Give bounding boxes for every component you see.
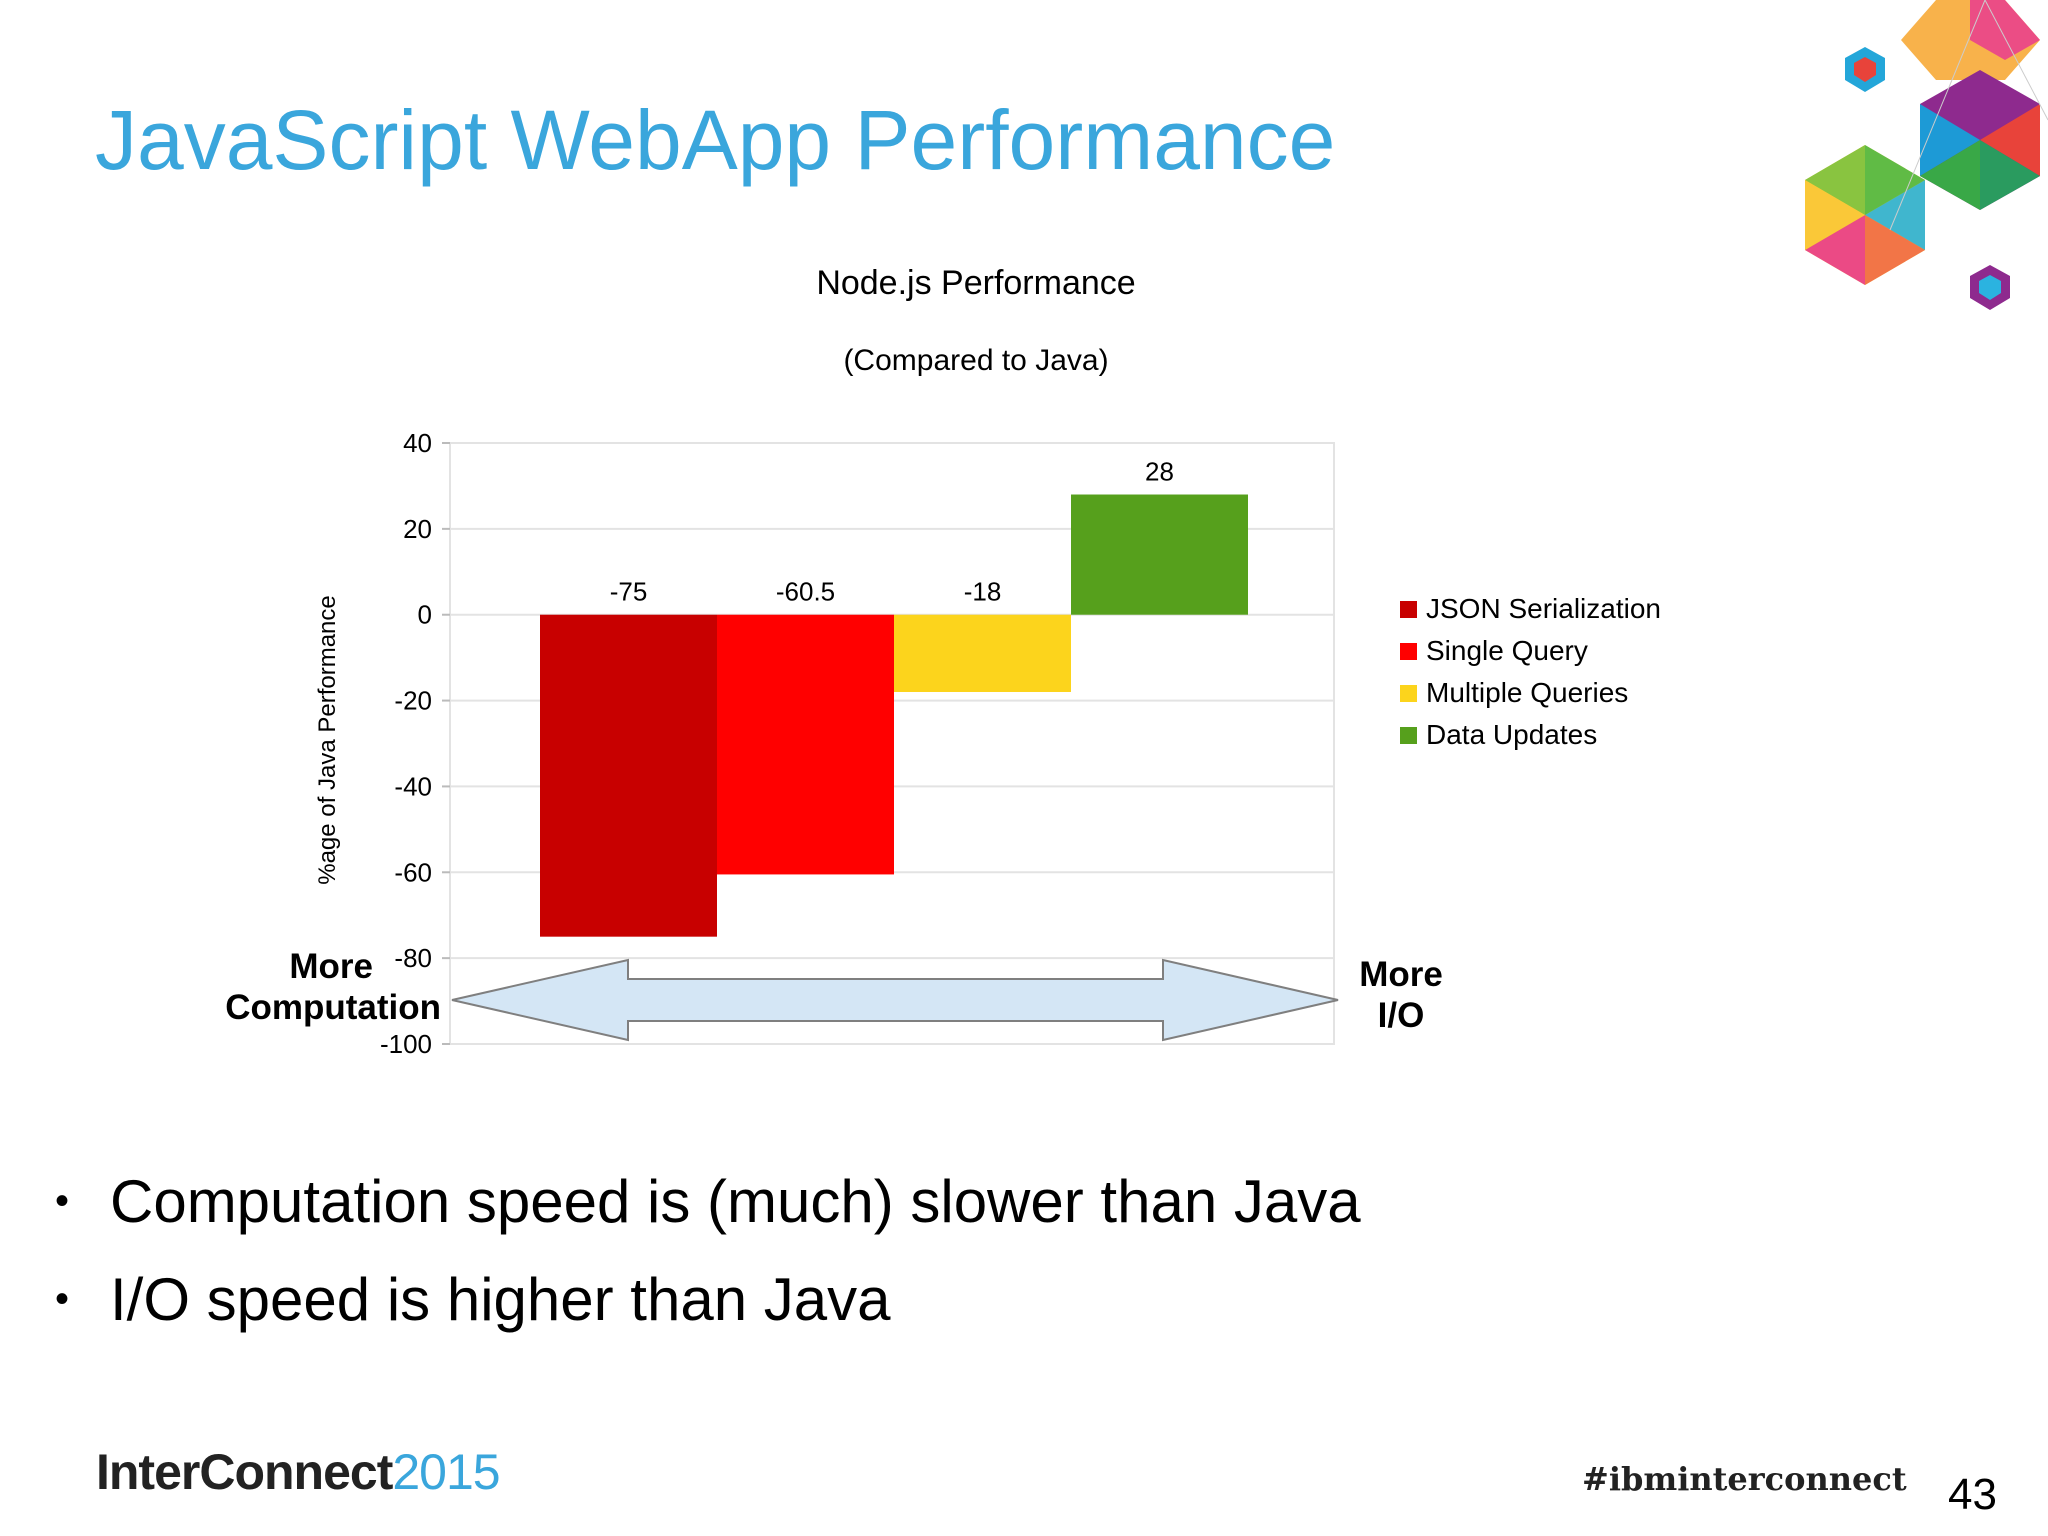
legend-swatch (1400, 726, 1417, 744)
legend-label: Multiple Queries (1426, 677, 1629, 708)
page-number: 43 (1948, 1470, 1997, 1519)
bullet-text: I/O speed is higher than Java (110, 1265, 891, 1333)
footer-brand: InterConnect2015 (96, 1443, 501, 1501)
data-label: 28 (1145, 457, 1174, 487)
chart-title: Node.js Performance (816, 264, 1136, 302)
y-tick-label: -40 (394, 771, 432, 801)
legend-item: JSON Serialization (1400, 588, 1661, 630)
bullet-item: • I/O speed is higher than Java (55, 1250, 1361, 1348)
legend-item: Single Query (1400, 630, 1661, 672)
bar (540, 614, 717, 937)
more-io-line-1: More (1359, 955, 1443, 994)
bullet-item: • Computation speed is (much) slower tha… (55, 1152, 1361, 1250)
bullet-dot-icon: • (55, 1276, 70, 1321)
more-computation-line-2: Computation (225, 988, 441, 1027)
bullet-list: • Computation speed is (much) slower tha… (55, 1152, 1361, 1348)
y-tick-label: -100 (380, 1029, 432, 1059)
y-tick-label: -60 (394, 857, 432, 887)
legend-label: Single Query (1426, 635, 1588, 666)
more-io-label: More I/O (1346, 954, 1456, 1036)
y-tick-label: 0 (418, 600, 432, 630)
chart-subtitle: (Compared to Java) (843, 344, 1109, 377)
brand-name: InterConnect (96, 1444, 393, 1500)
bar (1071, 494, 1248, 615)
double-arrow-icon (451, 958, 1339, 1042)
bar (894, 614, 1071, 692)
legend-item: Multiple Queries (1400, 672, 1661, 714)
y-tick-label: 20 (403, 514, 432, 544)
y-tick-label: -20 (394, 686, 432, 716)
data-label: -60.5 (776, 577, 835, 607)
y-tick-label: 40 (403, 428, 432, 458)
hexagon-decoration-icon (1790, 0, 2048, 325)
y-tick-label: -80 (394, 943, 432, 973)
bullet-text: Computation speed is (much) slower than … (110, 1167, 1361, 1235)
legend-item: Data Updates (1400, 714, 1661, 756)
legend-swatch (1400, 600, 1417, 618)
legend-label: Data Updates (1426, 719, 1598, 750)
legend-swatch (1400, 642, 1417, 660)
legend-swatch (1400, 684, 1417, 702)
data-label: -75 (610, 577, 648, 607)
data-label: -18 (964, 577, 1002, 607)
more-computation-line-1: More (289, 947, 373, 986)
bullet-dot-icon: • (55, 1178, 70, 1223)
legend-label: JSON Serialization (1426, 593, 1661, 624)
brand-year: 2015 (392, 1444, 500, 1500)
footer-hashtag: #ibminterconnect (1582, 1460, 1907, 1498)
more-computation-label: More Computation (215, 946, 441, 1028)
slide-title: JavaScript WebApp Performance (95, 93, 1336, 187)
more-io-line-2: I/O (1377, 996, 1425, 1035)
bar (717, 614, 894, 875)
chart-legend: JSON Serialization Single Query Multiple Q… (1400, 588, 1661, 756)
